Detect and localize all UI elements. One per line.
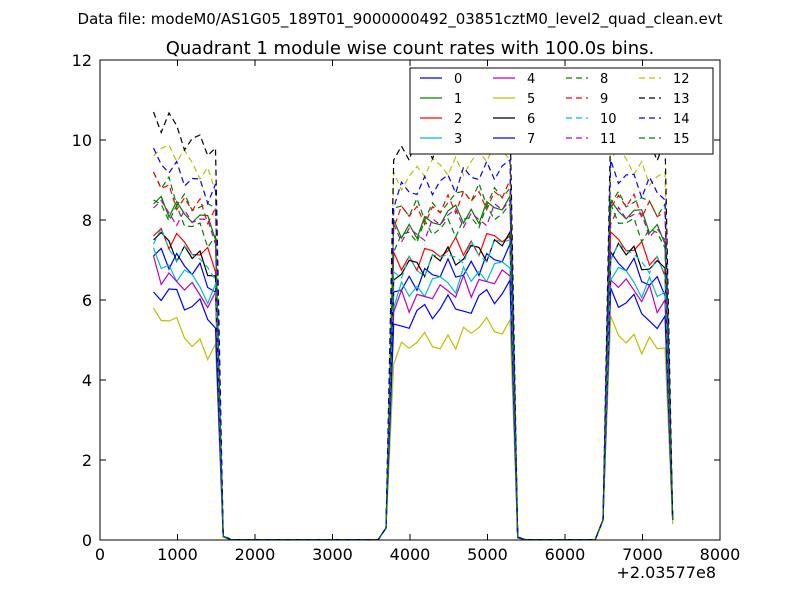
legend-label-1: 1 <box>454 92 462 107</box>
legend-label-15: 15 <box>673 132 690 147</box>
legend-label-10: 10 <box>600 112 617 127</box>
legend-label-6: 6 <box>527 112 535 127</box>
y-tick-label: 6 <box>82 291 92 310</box>
x-tick-label: 1000 <box>157 545 198 564</box>
legend-label-9: 9 <box>600 92 608 107</box>
x-tick-label: 5000 <box>467 545 508 564</box>
x-tick-label: 3000 <box>312 545 353 564</box>
legend-label-3: 3 <box>454 132 462 147</box>
legend-label-2: 2 <box>454 112 462 127</box>
x-tick-label: 0 <box>95 545 105 564</box>
y-tick-label: 12 <box>72 51 92 70</box>
legend-frame <box>409 67 714 155</box>
legend-label-7: 7 <box>527 132 535 147</box>
legend-label-8: 8 <box>600 72 608 87</box>
legend-label-12: 12 <box>673 72 690 87</box>
plot-frame <box>99 59 721 541</box>
x-tick-label: 8000 <box>700 545 741 564</box>
y-tick-label: 2 <box>82 451 92 470</box>
chart-title: Quadrant 1 module wise count rates with … <box>166 38 655 59</box>
x-tick-label: 2000 <box>235 545 276 564</box>
y-tick-label: 4 <box>82 371 92 390</box>
tick-layer: 0 1000 2000 3000 4000 5000 6000 7000 80000246810… <box>72 51 741 564</box>
figure-suptitle: Data file: modeM0/AS1G05_189T01_90000004… <box>78 10 723 29</box>
legend-label-4: 4 <box>527 72 535 87</box>
y-tick-label: 0 <box>82 531 92 550</box>
x-tick-label: 6000 <box>545 545 586 564</box>
y-tick-label: 10 <box>72 131 92 150</box>
y-tick-label: 8 <box>82 211 92 230</box>
legend-label-13: 13 <box>673 92 690 107</box>
x-tick-label: 4000 <box>390 545 431 564</box>
x-tick-label: 7000 <box>622 545 663 564</box>
legend-label-11: 11 <box>600 132 617 147</box>
legend-label-5: 5 <box>527 92 535 107</box>
x-offset-label: +2.03577e8 <box>616 563 716 582</box>
legend-label-14: 14 <box>673 112 690 127</box>
legend-label-0: 0 <box>454 72 462 87</box>
